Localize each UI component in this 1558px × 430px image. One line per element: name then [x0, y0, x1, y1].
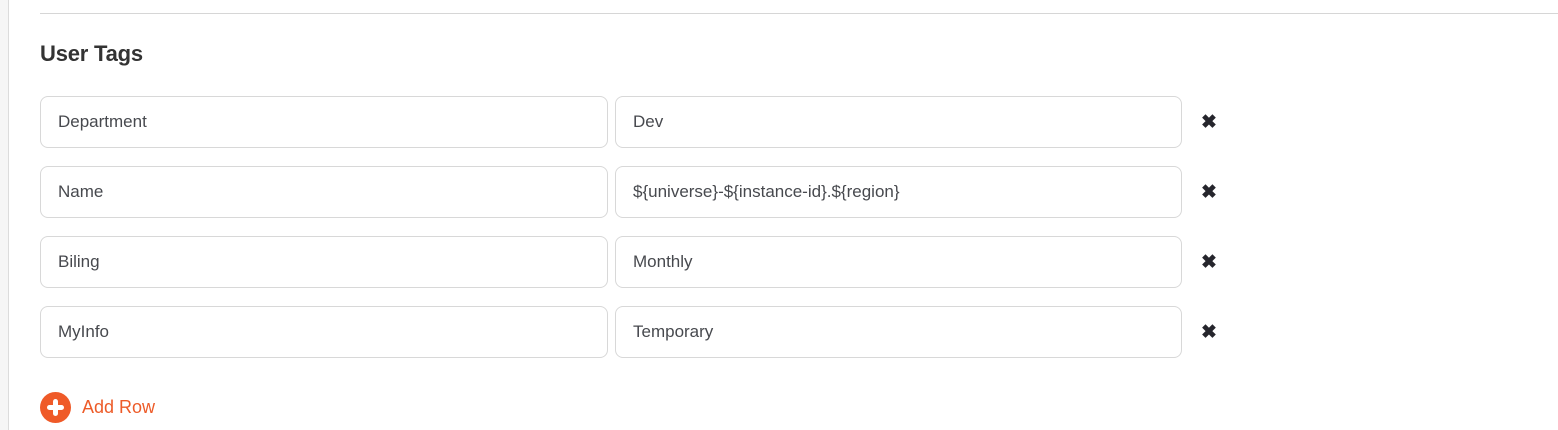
remove-row-icon: ✖	[1201, 321, 1217, 343]
plus-circle-icon	[40, 392, 71, 423]
tag-row: ✖	[40, 166, 1558, 218]
remove-row-icon: ✖	[1201, 181, 1217, 203]
remove-row-button[interactable]: ✖	[1196, 249, 1222, 275]
remove-row-button[interactable]: ✖	[1196, 109, 1222, 135]
tag-value-input[interactable]	[615, 166, 1182, 218]
tag-value-input[interactable]	[615, 236, 1182, 288]
remove-row-button[interactable]: ✖	[1196, 319, 1222, 345]
tag-key-input[interactable]	[40, 96, 608, 148]
remove-row-button[interactable]: ✖	[1196, 179, 1222, 205]
user-tags-section: User Tags ✖ ✖ ✖ ✖ Add Row	[9, 0, 1558, 430]
tag-key-input[interactable]	[40, 236, 608, 288]
tag-row: ✖	[40, 306, 1558, 358]
tag-value-input[interactable]	[615, 306, 1182, 358]
tag-row: ✖	[40, 96, 1558, 148]
tag-key-input[interactable]	[40, 166, 608, 218]
remove-row-icon: ✖	[1201, 251, 1217, 273]
tag-value-input[interactable]	[615, 96, 1182, 148]
section-top-divider	[40, 13, 1558, 14]
add-row-button[interactable]: Add Row	[40, 392, 155, 423]
tag-row: ✖	[40, 236, 1558, 288]
section-title: User Tags	[40, 41, 143, 66]
add-row-label: Add Row	[82, 397, 156, 417]
page-left-gutter	[0, 0, 9, 430]
tag-key-input[interactable]	[40, 306, 608, 358]
tag-rows-list: ✖ ✖ ✖ ✖	[40, 96, 1558, 358]
remove-row-icon: ✖	[1201, 111, 1217, 133]
